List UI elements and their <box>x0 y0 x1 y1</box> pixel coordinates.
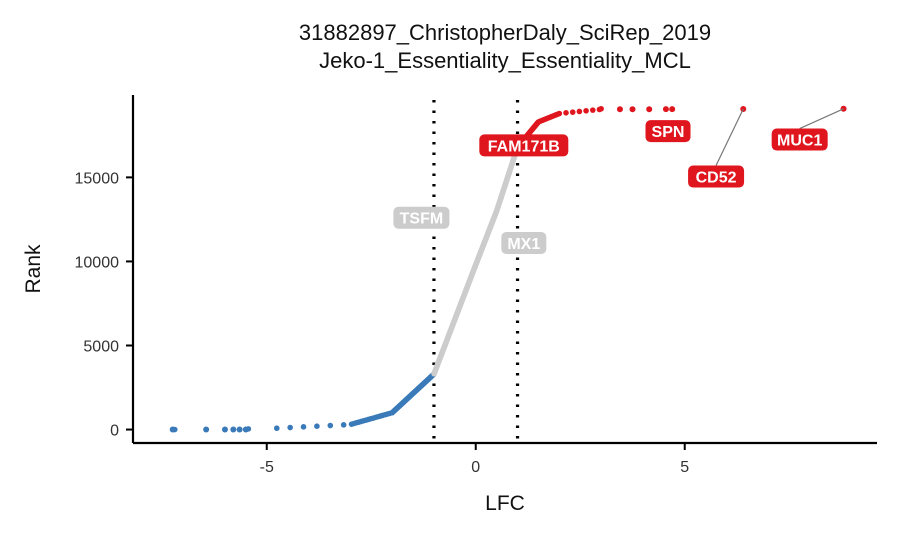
outlier-point <box>646 106 653 113</box>
gene-label-text: TSFM <box>400 211 444 228</box>
data-points <box>169 105 847 433</box>
curve-point <box>556 110 563 117</box>
x-tick-label: 0 <box>471 459 480 476</box>
chart-title-line-1: 31882897_ChristopherDaly_SciRep_2019 <box>299 20 711 45</box>
outlier-point <box>221 426 228 433</box>
curve-point <box>589 107 596 113</box>
outlier-point <box>230 426 237 433</box>
label-connector <box>799 108 844 130</box>
curve-point <box>300 424 307 430</box>
y-tick-label: 0 <box>110 423 119 440</box>
gene-label-box <box>479 134 569 157</box>
gene-label-box <box>688 165 745 188</box>
gene-label-box <box>645 120 691 143</box>
gene-label-box <box>771 128 828 151</box>
curve-point <box>563 110 569 116</box>
gene-label-muc1: MUC1 <box>771 108 844 151</box>
curve-point <box>340 422 347 428</box>
curve-point <box>583 108 589 114</box>
x-tick-label: -5 <box>260 459 274 476</box>
gene-label-text: SPN <box>652 124 685 141</box>
gene-label-text: MX1 <box>507 236 540 253</box>
x-tick-label: 5 <box>680 459 689 476</box>
curve-point <box>314 423 320 429</box>
curve-point <box>576 108 583 115</box>
outlier-point <box>616 106 623 113</box>
y-axis-ticks: 0 5000 10000 15000 <box>75 170 133 440</box>
gene-label-tsfm: TSFM <box>393 206 450 229</box>
outlier-point <box>169 426 176 433</box>
y-tick-label: 15000 <box>75 170 120 187</box>
curve-point <box>569 109 576 115</box>
outlier-point <box>236 426 243 433</box>
gene-label-cd52: CD52 <box>688 108 745 188</box>
y-tick-label: 10000 <box>75 254 120 271</box>
outlier-point <box>669 106 676 113</box>
x-axis-title: LFC <box>485 492 525 515</box>
x-axis-ticks: -5 0 5 <box>260 443 689 476</box>
curve-point <box>287 424 293 431</box>
gene-label-mx1: MX1 <box>501 231 547 254</box>
chart-title-line-2: Jeko-1_Essentiality_Essentiality_MCL <box>319 48 691 73</box>
gene-label-fam171b: FAM171B <box>479 134 569 157</box>
y-axis-title: Rank <box>22 244 45 294</box>
gene-label-spn: SPN <box>645 120 691 143</box>
outlier-point <box>242 426 249 433</box>
curve-point <box>327 422 334 429</box>
outlier-point <box>203 426 210 433</box>
gene-labels: FAM171B SPN CD52 MUC1 TSFM MX1 <box>393 108 844 254</box>
gene-label-text: MUC1 <box>777 133 822 150</box>
curve-point <box>273 425 280 432</box>
gene-label-box <box>393 206 450 229</box>
outlier-point <box>629 106 636 113</box>
outlier-point <box>662 106 669 113</box>
gene-label-box <box>501 231 547 254</box>
y-tick-label: 5000 <box>83 338 119 355</box>
threshold-lines <box>432 100 520 443</box>
curve-point <box>598 105 604 112</box>
gene-label-text: CD52 <box>696 170 737 187</box>
gene-label-text: FAM171B <box>488 138 560 155</box>
label-connector <box>715 108 744 166</box>
